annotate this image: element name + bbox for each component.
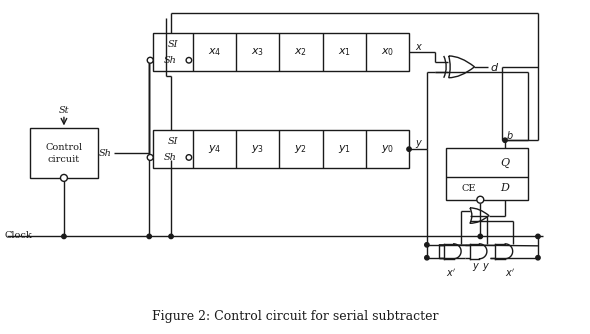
Circle shape <box>425 243 429 247</box>
Circle shape <box>148 57 153 63</box>
Text: Sh: Sh <box>99 149 112 158</box>
Text: SI: SI <box>168 40 178 49</box>
Text: $x'$: $x'$ <box>445 267 456 279</box>
Bar <box>153 33 409 71</box>
Bar <box>445 148 528 200</box>
Text: $y$: $y$ <box>483 261 490 273</box>
Text: CE: CE <box>461 184 476 193</box>
Circle shape <box>478 234 483 238</box>
Text: $y_1$: $y_1$ <box>337 143 350 155</box>
Text: Clock: Clock <box>5 231 32 240</box>
Bar <box>153 130 409 168</box>
Circle shape <box>477 196 484 203</box>
Text: D: D <box>500 183 509 193</box>
Circle shape <box>147 234 152 238</box>
Circle shape <box>62 234 66 238</box>
Circle shape <box>425 256 429 260</box>
Text: SI: SI <box>168 137 178 146</box>
Text: $y_0$: $y_0$ <box>381 143 394 155</box>
Text: $x_3$: $x_3$ <box>251 46 264 58</box>
Text: $d$: $d$ <box>490 61 499 73</box>
Circle shape <box>186 57 192 63</box>
Circle shape <box>407 147 411 151</box>
Text: $x_1$: $x_1$ <box>337 46 350 58</box>
Text: Sh: Sh <box>163 56 176 65</box>
Circle shape <box>536 234 540 238</box>
Text: $y_3$: $y_3$ <box>251 143 264 155</box>
Text: $y$: $y$ <box>415 138 423 150</box>
Circle shape <box>186 155 192 160</box>
Text: $x_4$: $x_4$ <box>208 46 221 58</box>
Text: circuit: circuit <box>48 155 80 164</box>
Text: $y_4$: $y_4$ <box>208 143 221 155</box>
Text: $b$: $b$ <box>506 129 514 141</box>
Text: Control: Control <box>45 143 83 152</box>
Text: $x'$: $x'$ <box>505 267 515 279</box>
Circle shape <box>536 256 540 260</box>
Text: $x_0$: $x_0$ <box>381 46 394 58</box>
Circle shape <box>148 154 153 160</box>
Text: Q: Q <box>500 158 510 168</box>
Circle shape <box>169 234 173 238</box>
Circle shape <box>60 174 67 181</box>
Text: $x_2$: $x_2$ <box>294 46 307 58</box>
Text: Figure 2: Control circuit for serial subtracter: Figure 2: Control circuit for serial sub… <box>152 310 438 323</box>
Text: $y_2$: $y_2$ <box>294 143 307 155</box>
Text: $x$: $x$ <box>415 42 423 52</box>
Text: St: St <box>58 106 69 115</box>
Text: $y$: $y$ <box>473 261 480 273</box>
Text: Sh: Sh <box>163 153 176 162</box>
Bar <box>30 128 98 178</box>
Circle shape <box>503 138 507 142</box>
